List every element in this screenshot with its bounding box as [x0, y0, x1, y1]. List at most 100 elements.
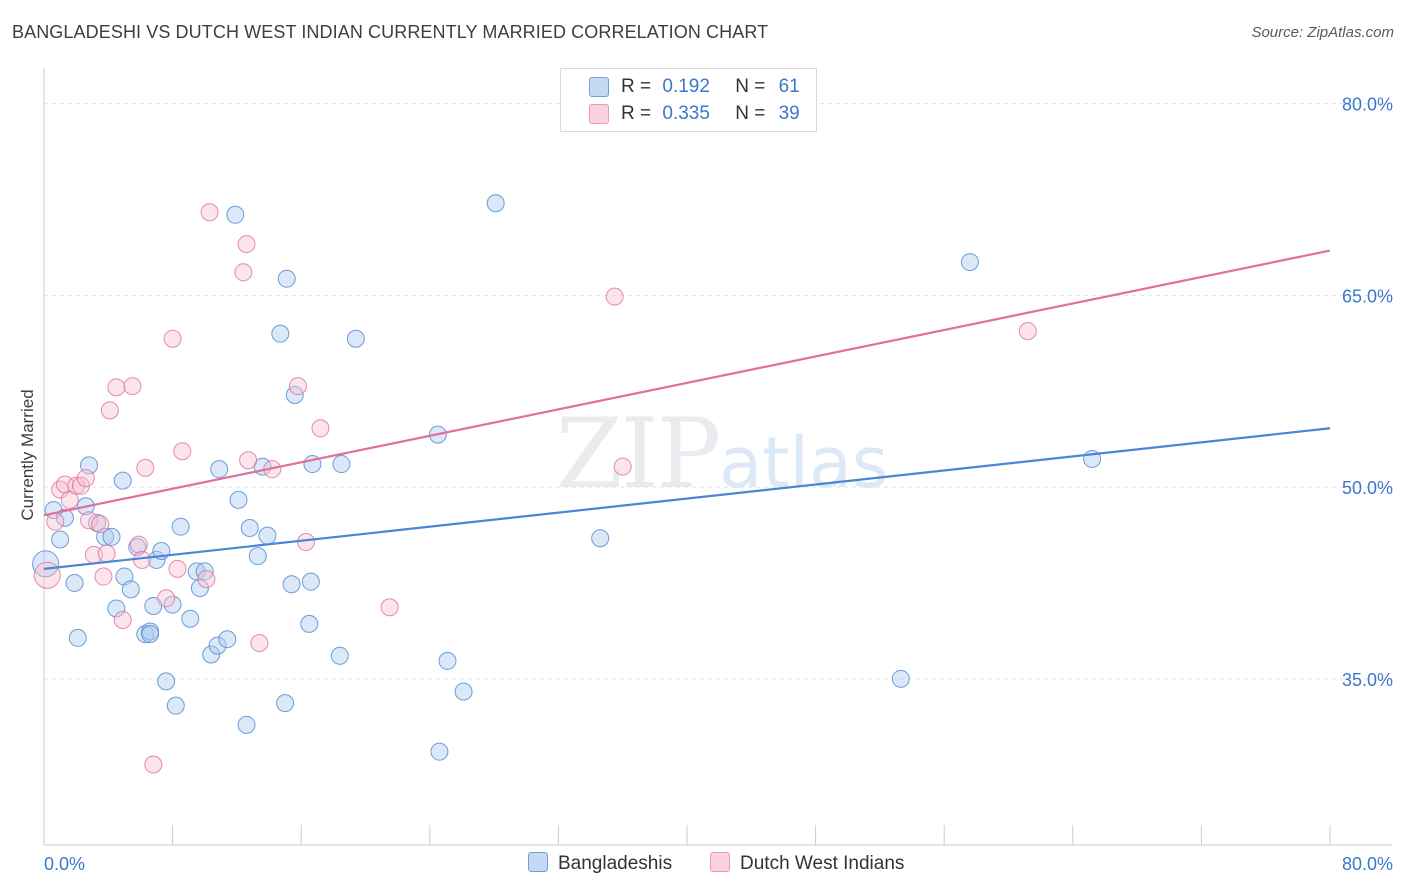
dutch-west-indians-point	[80, 511, 99, 530]
bangladeshis-point	[226, 205, 245, 224]
x-tick-label-max: 80.0%	[1342, 854, 1393, 874]
bangladeshis-point	[276, 694, 295, 713]
bangladeshis-trend-line	[43, 427, 1331, 570]
stats-legend: R = 0.192 N = 61 R = 0.335 N = 39	[560, 68, 817, 132]
n-label: N =	[735, 76, 766, 97]
dutch-west-indians-trend-line	[43, 249, 1331, 517]
bangladeshis-point	[55, 508, 74, 527]
bangladeshis-point	[171, 517, 190, 536]
dutch-west-indians-point	[136, 458, 155, 477]
bangladeshis-point	[960, 253, 979, 272]
chart-title: BANGLADESHI VS DUTCH WEST INDIAN CURRENT…	[12, 22, 769, 42]
dutch-west-indians-point	[46, 512, 65, 531]
dutch-west-indians-point	[173, 442, 192, 461]
bangladeshis-point	[208, 636, 227, 655]
dutch-west-indians-point	[97, 544, 116, 563]
dutch-west-indians-point	[113, 611, 132, 630]
tick-labels: 35.0% 50.0% 65.0% 80.0% 0.0% 80.0%	[44, 95, 1393, 874]
watermark: ZIPatlas	[556, 398, 888, 510]
bangladeshis-point	[438, 651, 457, 670]
bangladeshis-point	[237, 715, 256, 734]
dutch-west-indians-point	[91, 515, 110, 534]
bangladeshis-point	[51, 530, 70, 549]
bangladeshis-point	[282, 575, 301, 594]
dutch-west-indians-point	[1018, 322, 1037, 341]
bangladeshis-point	[591, 529, 610, 548]
dutch-west-indians-point	[94, 567, 113, 586]
bangladeshis-point	[271, 324, 290, 343]
r-label: R =	[621, 103, 652, 124]
bangladeshis-point	[240, 518, 259, 537]
legend-row-bangladeshis-text: R = 0.192 N = 61	[621, 76, 800, 98]
bangladeshis-point	[330, 646, 349, 665]
legend-row-dutch-west-indians-text: R = 0.335 N = 39	[621, 103, 800, 125]
dutch-west-indians-point	[234, 263, 253, 282]
y-tick-label: 80.0%	[1342, 95, 1393, 115]
dutch-west-indians-point	[613, 457, 632, 476]
dutch-west-indians-point	[311, 419, 330, 438]
bangladeshis-point	[190, 579, 209, 598]
y-tick-label: 65.0%	[1342, 286, 1393, 306]
bottom-legend-dutch-west-indians: Dutch West Indians	[710, 852, 904, 875]
bangladeshis-point	[346, 329, 365, 348]
r-label: R =	[621, 76, 652, 97]
bangladeshis-point	[121, 580, 140, 599]
bangladeshis-point	[113, 471, 132, 490]
y-tick-label: 50.0%	[1342, 478, 1393, 498]
dutch-west-indians-point	[144, 755, 163, 774]
dutch-west-indians-point	[33, 561, 61, 589]
bangladeshis-point	[248, 547, 267, 566]
bangladeshis-point	[258, 526, 277, 545]
bangladeshis-point	[210, 460, 229, 479]
bangladeshis-point	[68, 628, 87, 647]
watermark-atlas: atlas	[719, 422, 889, 504]
bangladeshis-point	[891, 669, 910, 688]
dutch-west-indians-point	[100, 401, 119, 420]
dutch-west-indians-point	[297, 533, 316, 552]
bangladeshis-point	[166, 696, 185, 715]
dutch-west-indians-point	[107, 378, 126, 397]
bangladeshis-point	[163, 595, 182, 614]
trend-lines	[43, 249, 1331, 570]
bangladeshis-point	[454, 682, 473, 701]
bangladeshis-swatch	[589, 77, 609, 97]
dutch-west-indians-point	[237, 235, 256, 254]
axes	[43, 68, 1392, 846]
bottom-bangladeshis-swatch	[528, 852, 548, 872]
bangladeshis-point	[202, 645, 221, 664]
bangladeshis-point	[195, 562, 214, 581]
dutch-west-indians-point	[239, 451, 258, 470]
bottom-legend-bangladeshis: Bangladeshis	[528, 852, 672, 875]
dutch-west-indians-point	[76, 469, 95, 488]
grid-lines	[44, 103, 1392, 680]
n-value-dutch-west-indians: 39	[778, 103, 800, 124]
bangladeshis-point	[430, 742, 449, 761]
bangladeshis-point	[136, 625, 155, 644]
bangladeshis-point	[486, 194, 505, 213]
bottom-dutch-west-indians-swatch	[710, 852, 730, 872]
dutch-west-indians-point	[168, 559, 187, 578]
dutch-west-indians-point	[123, 377, 142, 396]
dutch-west-indians-swatch	[589, 104, 609, 124]
bangladeshis-point	[65, 573, 84, 592]
bangladeshis-point	[301, 572, 320, 591]
r-value-bangladeshis: 0.192	[662, 76, 710, 97]
y-tick-label: 35.0%	[1342, 670, 1393, 690]
dutch-west-indians-point	[250, 634, 269, 653]
bangladeshis-point	[141, 625, 160, 644]
bangladeshis-point	[277, 269, 296, 288]
n-value-bangladeshis: 61	[778, 76, 800, 97]
dutch-west-indians-point	[163, 329, 182, 348]
dutch-west-indians-point	[605, 287, 624, 306]
dutch-west-indians-point	[129, 535, 148, 554]
bangladeshis-points	[32, 194, 1102, 761]
bangladeshis-point	[300, 614, 319, 633]
dutch-west-indians-point	[200, 203, 219, 222]
bangladeshis-point	[229, 490, 248, 509]
n-label: N =	[735, 103, 766, 124]
bottom-dutch-west-indians-label: Dutch West Indians	[740, 853, 905, 874]
watermark-zip: ZIP	[556, 398, 721, 510]
bottom-bangladeshis-label: Bangladeshis	[558, 853, 673, 874]
bangladeshis-point	[218, 630, 237, 649]
